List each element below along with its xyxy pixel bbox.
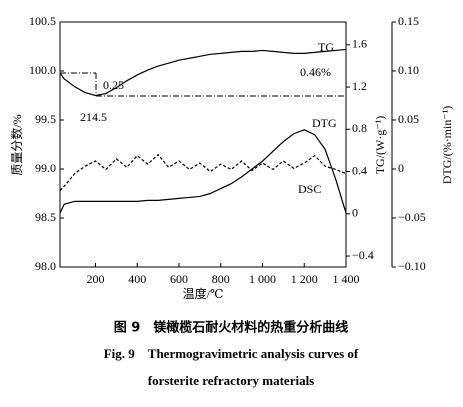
y-tick-label: 0.10 — [398, 63, 419, 77]
y-tick-label: 99.0 — [35, 161, 56, 175]
y-tick-label: 0.15 — [398, 14, 419, 28]
x-tick-label: 1 200 — [291, 272, 318, 286]
y-tick-label: 99.5 — [35, 112, 56, 126]
y-tick-label: 0.8 — [352, 121, 367, 135]
y2-label: TG/(W·g⁻¹) — [373, 116, 387, 175]
y-tick-label: −0.4 — [352, 248, 374, 262]
series-line — [59, 153, 347, 191]
x-tick-label: 1 400 — [333, 272, 360, 286]
y-tick-label: 0.05 — [398, 112, 419, 126]
y-tick-label: 100.0 — [29, 63, 56, 77]
caption: 图 9 镁橄榄石耐火材料的热重分析曲线 — [114, 320, 349, 336]
series-line — [59, 129, 347, 214]
x-tick-label: 400 — [128, 272, 146, 286]
y-tick-label: −0.05 — [398, 210, 426, 224]
annotation: TG — [318, 40, 334, 54]
x-tick-label: 1 000 — [249, 272, 276, 286]
caption: Fig. 9 Thermogravimetric analysis curves… — [104, 346, 359, 361]
y3-label: DTG/(%·min⁻¹) — [440, 106, 454, 185]
x-tick-label: 200 — [86, 272, 104, 286]
y-tick-label: 0 — [352, 206, 358, 220]
series-line — [59, 48, 347, 97]
caption: forsterite refractory materials — [148, 373, 315, 388]
y-tick-label: −0.10 — [398, 259, 426, 273]
annotation: DTG — [312, 116, 337, 130]
annotation: 0.46% — [300, 65, 331, 79]
y-tick-label: 0 — [398, 161, 404, 175]
plot-frame — [59, 21, 347, 268]
y-tick-label: 98.5 — [35, 210, 56, 224]
y-label: 质量分数/% — [9, 114, 24, 175]
x-label: 温度/℃ — [183, 286, 224, 301]
annotation: 214.5 — [80, 110, 107, 124]
y-tick-label: 1.2 — [352, 79, 367, 93]
y-tick-label: 98.0 — [35, 259, 56, 273]
x-tick-label: 600 — [170, 272, 188, 286]
x-tick-label: 800 — [212, 272, 230, 286]
annotation: 0.25 — [103, 78, 124, 92]
y-tick-label: 0.4 — [352, 163, 367, 177]
y-tick-label: 1.6 — [352, 37, 367, 51]
guides — [60, 52, 347, 97]
y-tick-label: 100.5 — [29, 14, 56, 28]
annotation: DSC — [298, 182, 321, 196]
